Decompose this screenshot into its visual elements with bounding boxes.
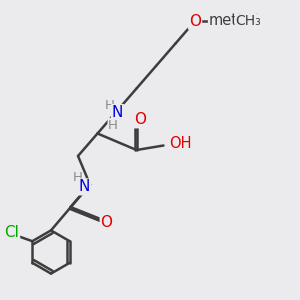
Text: H: H	[105, 99, 114, 112]
Text: N: N	[79, 179, 90, 194]
Text: O: O	[134, 112, 146, 128]
Text: OH: OH	[169, 136, 191, 151]
Text: H: H	[108, 118, 118, 132]
Text: CH₃: CH₃	[236, 14, 261, 28]
Text: O: O	[189, 14, 201, 28]
Text: Cl: Cl	[4, 225, 19, 240]
Text: methyl: methyl	[209, 14, 260, 28]
Text: N: N	[112, 105, 123, 120]
Text: O: O	[100, 215, 112, 230]
Text: H: H	[73, 171, 82, 184]
